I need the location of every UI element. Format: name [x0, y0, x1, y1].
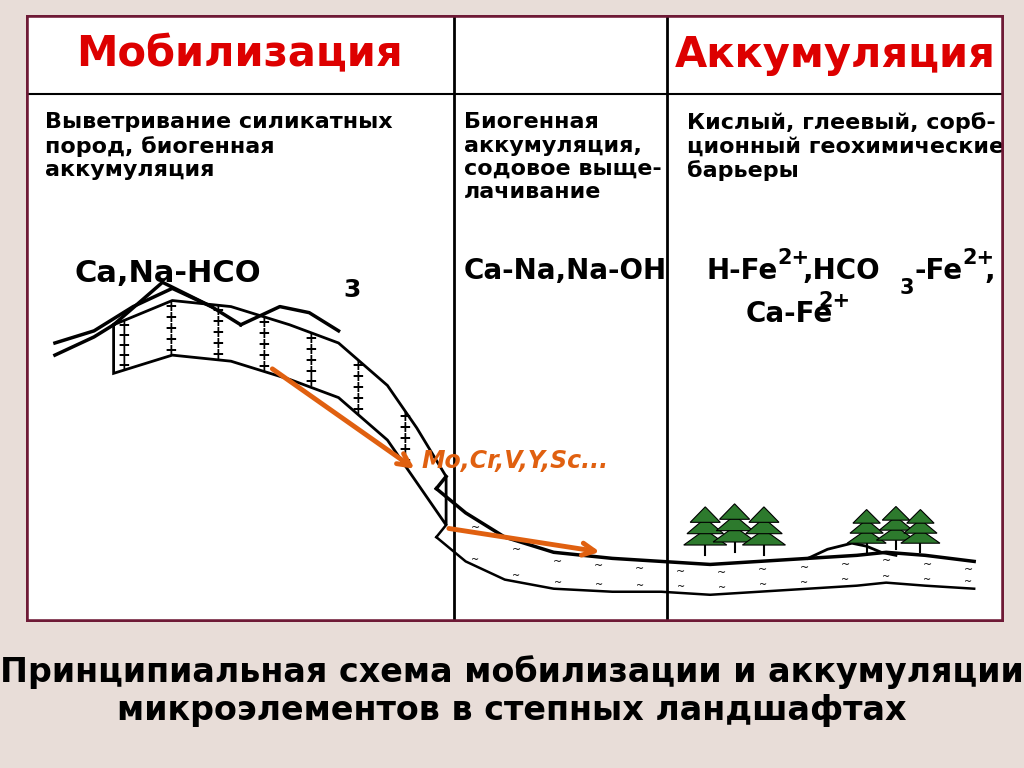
- Text: ,: ,: [985, 257, 995, 285]
- Polygon shape: [850, 519, 884, 533]
- Text: +: +: [398, 409, 412, 424]
- Text: +: +: [398, 452, 412, 468]
- Text: Кислый, глеевый, сорб-
ционный геохимические
барьеры: Кислый, глеевый, сорб- ционный геохимиче…: [687, 112, 1004, 181]
- Text: ~: ~: [512, 571, 520, 581]
- Text: 2+: 2+: [963, 248, 994, 268]
- Polygon shape: [853, 509, 881, 523]
- Text: +: +: [164, 332, 177, 347]
- Text: +: +: [305, 353, 317, 368]
- Text: ~: ~: [924, 574, 931, 584]
- Polygon shape: [883, 507, 909, 520]
- Text: 2+: 2+: [819, 290, 851, 310]
- Polygon shape: [690, 507, 720, 522]
- Text: +: +: [117, 358, 130, 372]
- Text: ~: ~: [882, 556, 891, 567]
- Text: 3: 3: [343, 279, 360, 303]
- Text: +: +: [164, 321, 177, 336]
- Text: +: +: [117, 338, 130, 353]
- Text: ~: ~: [677, 582, 685, 592]
- Text: ~: ~: [717, 568, 726, 578]
- Text: Биогенная
аккумуляция,
содовое выще-
лачивание: Биогенная аккумуляция, содовое выще- лач…: [464, 112, 662, 202]
- Text: +: +: [305, 363, 317, 379]
- Text: ~: ~: [923, 560, 932, 570]
- Text: ~: ~: [595, 580, 603, 590]
- Text: Мобилизация: Мобилизация: [77, 34, 403, 76]
- Polygon shape: [847, 530, 886, 543]
- Text: ~: ~: [841, 575, 849, 585]
- Text: +: +: [164, 343, 177, 358]
- Text: Ca-Na,Na-OH: Ca-Na,Na-OH: [464, 257, 667, 285]
- Text: ~: ~: [553, 557, 562, 567]
- Text: ~: ~: [882, 571, 890, 581]
- Text: Ca,Na-HCO: Ca,Na-HCO: [75, 260, 261, 288]
- Text: +: +: [211, 336, 223, 351]
- Polygon shape: [114, 300, 446, 525]
- Text: +: +: [351, 402, 365, 416]
- Text: ~: ~: [759, 565, 768, 575]
- Text: +: +: [258, 359, 270, 373]
- Polygon shape: [877, 527, 915, 540]
- Text: +: +: [164, 310, 177, 325]
- Polygon shape: [720, 504, 750, 519]
- Text: +: +: [351, 358, 365, 373]
- Text: 3: 3: [900, 279, 914, 299]
- Text: +: +: [351, 380, 365, 395]
- Text: 2+: 2+: [777, 248, 810, 268]
- Polygon shape: [717, 515, 753, 531]
- Text: +: +: [164, 300, 177, 314]
- Text: ~: ~: [800, 578, 808, 588]
- Text: +: +: [398, 442, 412, 457]
- Text: +: +: [305, 375, 317, 389]
- Text: +: +: [211, 347, 223, 362]
- Text: +: +: [258, 315, 270, 330]
- Polygon shape: [901, 530, 940, 543]
- Polygon shape: [713, 527, 756, 542]
- Text: ~: ~: [636, 581, 644, 591]
- Polygon shape: [880, 517, 912, 530]
- Text: Принципиальная схема мобилизации и аккумуляции
микроэлементов в степных ландшафт: Принципиальная схема мобилизации и аккум…: [0, 655, 1024, 727]
- Text: Выветривание силикатных
пород, биогенная
аккумуляция: Выветривание силикатных пород, биогенная…: [45, 112, 393, 180]
- Polygon shape: [742, 530, 785, 545]
- Text: +: +: [398, 431, 412, 445]
- Text: +: +: [305, 342, 317, 356]
- Polygon shape: [684, 530, 727, 545]
- Text: ~: ~: [594, 561, 603, 571]
- Text: +: +: [211, 303, 223, 318]
- Text: ~: ~: [841, 560, 850, 570]
- Text: +: +: [117, 348, 130, 363]
- Text: Ca-Fe: Ca-Fe: [745, 300, 833, 328]
- Text: ~: ~: [800, 563, 809, 573]
- Text: H-Fe: H-Fe: [707, 257, 777, 285]
- Polygon shape: [745, 518, 782, 534]
- Text: ~: ~: [676, 567, 685, 577]
- Text: ~: ~: [471, 555, 479, 565]
- Text: ~: ~: [635, 564, 644, 574]
- Text: -Fe: -Fe: [914, 257, 963, 285]
- Text: +: +: [117, 318, 130, 333]
- Text: Mo,Cr,V,Y,Sc...: Mo,Cr,V,Y,Sc...: [422, 449, 609, 473]
- Text: +: +: [351, 369, 365, 384]
- Polygon shape: [906, 509, 934, 523]
- Text: +: +: [258, 348, 270, 362]
- Text: ~: ~: [512, 545, 521, 555]
- Text: +: +: [258, 326, 270, 341]
- Text: +: +: [211, 314, 223, 329]
- Text: ~: ~: [554, 578, 561, 588]
- Text: ~: ~: [759, 581, 767, 591]
- Polygon shape: [904, 519, 937, 533]
- Text: +: +: [211, 325, 223, 340]
- Text: +: +: [351, 391, 365, 406]
- Text: ~: ~: [718, 583, 726, 593]
- Polygon shape: [687, 518, 724, 534]
- Text: +: +: [305, 331, 317, 346]
- Text: ~: ~: [964, 564, 973, 574]
- Text: ,HCO: ,HCO: [802, 257, 880, 285]
- Text: ~: ~: [471, 523, 480, 533]
- Text: Аккумуляция: Аккумуляция: [675, 34, 995, 76]
- Text: +: +: [258, 336, 270, 352]
- Text: +: +: [398, 420, 412, 435]
- Polygon shape: [749, 507, 779, 522]
- Text: ~: ~: [965, 578, 973, 588]
- Text: +: +: [117, 328, 130, 343]
